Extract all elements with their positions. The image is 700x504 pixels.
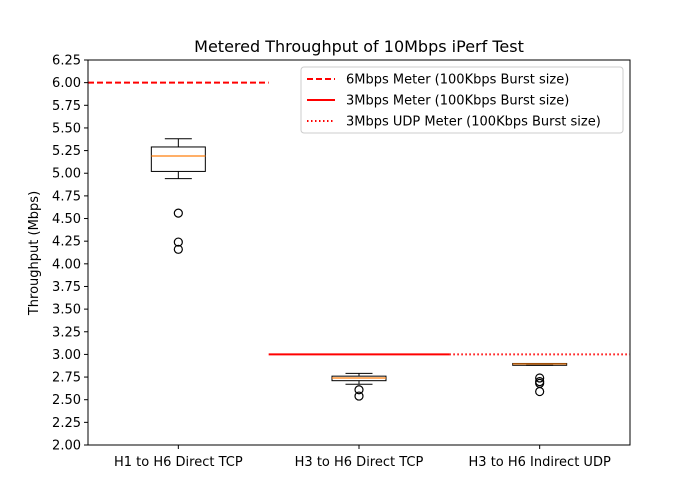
y-tick-label: 3.50 bbox=[52, 303, 81, 318]
y-tick-label: 3.75 bbox=[52, 280, 81, 295]
outlier-point bbox=[354, 391, 364, 401]
y-tick-label: 6.00 bbox=[52, 76, 81, 91]
chart-title: Metered Throughput of 10Mbps iPerf Test bbox=[194, 37, 524, 56]
y-tick-label: 2.00 bbox=[52, 439, 81, 454]
outlier-point bbox=[354, 385, 364, 395]
x-tick-label: H3 to H6 Indirect UDP bbox=[469, 455, 611, 470]
y-tick-label: 3.25 bbox=[52, 325, 81, 340]
outlier-point bbox=[173, 208, 183, 218]
y-tick-label: 5.25 bbox=[52, 144, 81, 159]
outlier-point bbox=[173, 244, 183, 254]
y-tick-label: 5.50 bbox=[52, 121, 81, 136]
outlier-point bbox=[173, 237, 183, 247]
reference-lines bbox=[88, 81, 630, 356]
box bbox=[150, 146, 206, 172]
legend: 6Mbps Meter (100Kbps Burst size) 3Mbps Me… bbox=[300, 66, 624, 134]
outlier-point bbox=[535, 386, 545, 397]
outlier-point bbox=[535, 373, 545, 383]
y-axis-label: Throughput (Mbps) bbox=[27, 191, 42, 316]
legend-label: 3Mbps UDP Meter (100Kbps Burst size) bbox=[346, 115, 601, 130]
y-tick-label: 2.25 bbox=[52, 416, 81, 431]
legend-label: 6Mbps Meter (100Kbps Burst size) bbox=[346, 73, 569, 88]
y-tick-label: 5.75 bbox=[52, 99, 81, 114]
x-tick-label: H3 to H6 Direct TCP bbox=[295, 455, 424, 470]
y-tick-label: 4.25 bbox=[52, 235, 81, 250]
legend-box bbox=[300, 66, 624, 134]
y-tick-label: 4.75 bbox=[52, 189, 81, 204]
y-tick-label: 4.50 bbox=[52, 212, 81, 227]
y-tick-label: 2.75 bbox=[52, 371, 81, 386]
x-tick-label: H1 to H6 Direct TCP bbox=[114, 455, 243, 470]
y-tick-label: 6.25 bbox=[52, 54, 81, 69]
y-tick-label: 4.00 bbox=[52, 257, 81, 272]
y-tick-label: 5.00 bbox=[52, 167, 81, 182]
box-plots bbox=[150, 138, 568, 401]
y-tick-label: 3.00 bbox=[52, 348, 81, 363]
y-tick-label: 2.50 bbox=[52, 393, 81, 408]
legend-label: 3Mbps Meter (100Kbps Burst size) bbox=[346, 94, 569, 109]
axes: 2.00 2.25 2.50 2.75 3.00 3.25 3.50 3.75 4.00 4.25… bbox=[52, 54, 631, 470]
